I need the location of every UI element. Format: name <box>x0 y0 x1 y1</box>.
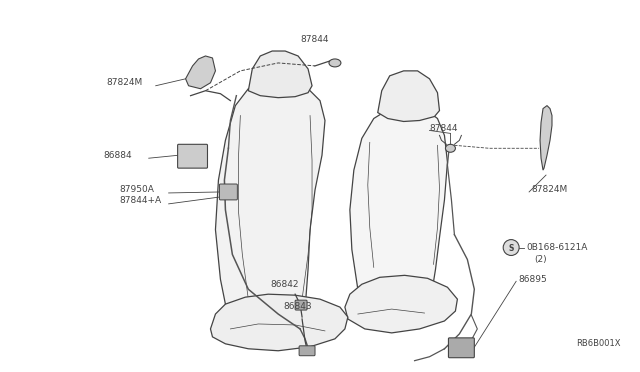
Text: S: S <box>508 244 514 253</box>
Text: 86884: 86884 <box>103 151 132 160</box>
Text: 86843: 86843 <box>283 302 312 311</box>
Text: 87844: 87844 <box>429 124 458 133</box>
Circle shape <box>503 240 519 256</box>
Text: (2): (2) <box>534 255 547 264</box>
Ellipse shape <box>445 144 456 152</box>
Polygon shape <box>186 56 216 89</box>
FancyBboxPatch shape <box>299 346 315 356</box>
Ellipse shape <box>329 59 341 67</box>
FancyBboxPatch shape <box>295 300 307 310</box>
Text: 87950A: 87950A <box>119 186 154 195</box>
FancyBboxPatch shape <box>178 144 207 168</box>
Polygon shape <box>350 107 447 311</box>
Text: RB6B001X: RB6B001X <box>577 339 621 348</box>
Text: 87844: 87844 <box>300 35 328 44</box>
Text: 0B168-6121A: 0B168-6121A <box>526 243 588 252</box>
Polygon shape <box>345 275 458 333</box>
Polygon shape <box>211 294 348 351</box>
Text: 87844+A: 87844+A <box>119 196 161 205</box>
Polygon shape <box>378 71 440 122</box>
Text: 87824M: 87824M <box>531 186 567 195</box>
Polygon shape <box>540 106 552 170</box>
FancyBboxPatch shape <box>449 338 474 358</box>
Text: 86895: 86895 <box>518 275 547 284</box>
FancyBboxPatch shape <box>220 184 237 200</box>
Text: 86842: 86842 <box>270 280 299 289</box>
Polygon shape <box>216 83 325 329</box>
Text: 87824M: 87824M <box>106 78 142 87</box>
Polygon shape <box>248 51 312 98</box>
